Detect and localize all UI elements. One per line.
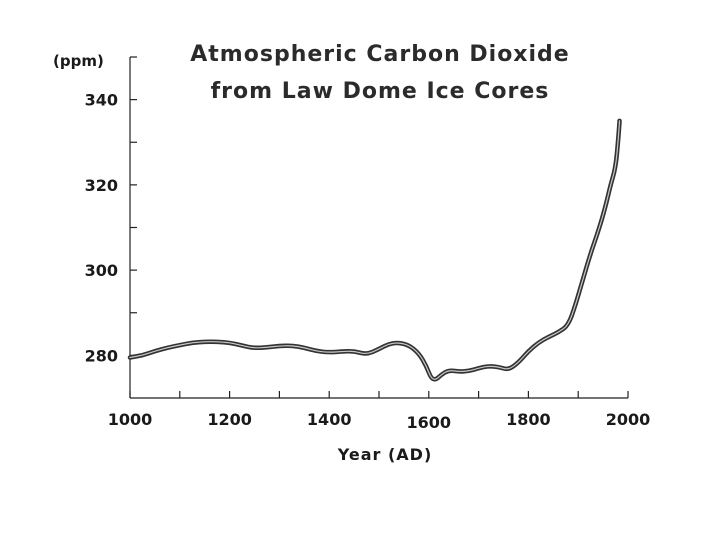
x-tick-label: 1000: [108, 410, 153, 429]
chart-title-line-1: Atmospheric Carbon Dioxide: [190, 42, 569, 67]
y-tick-label: 320: [85, 176, 118, 195]
series-line: [127, 118, 622, 382]
x-tick-label: 2000: [606, 410, 651, 429]
x-axis: 1000 1200 1400 1600 1800 2000: [108, 391, 651, 432]
y-axis: 280 300 320 340: [85, 56, 137, 398]
chart-title-line-2: from Law Dome Ice Cores: [211, 79, 550, 104]
x-tick-label: 1800: [506, 410, 551, 429]
y-tick-label: 340: [85, 91, 118, 110]
x-tick-label: 1600: [407, 413, 452, 432]
chart-title: Atmospheric Carbon Dioxide from Law Dome…: [190, 42, 569, 104]
x-tick-label: 1200: [207, 410, 252, 429]
series-line-highlight: [129, 120, 621, 380]
y-axis-unit-label: (ppm): [53, 52, 104, 70]
x-axis-label: Year (AD): [337, 445, 433, 464]
series-group: [127, 118, 622, 382]
y-tick-label: 300: [85, 261, 118, 280]
y-tick-label: 280: [85, 346, 118, 365]
x-tick-label: 1400: [307, 410, 352, 429]
